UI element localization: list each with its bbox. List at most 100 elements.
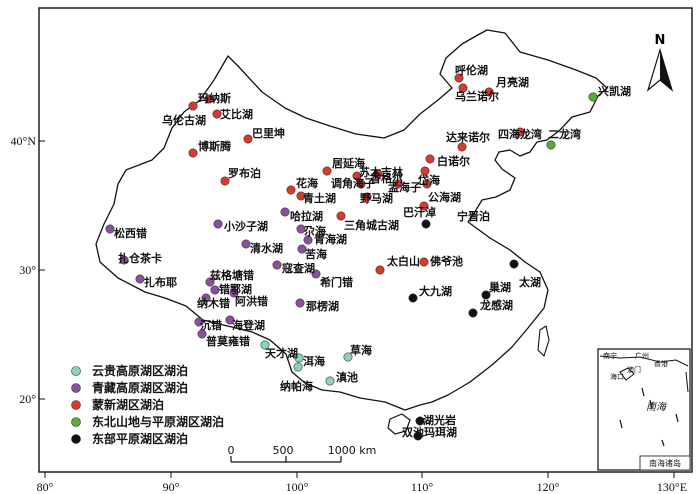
lake-label: 扎布耶 xyxy=(144,275,177,289)
legend-marker xyxy=(71,434,81,444)
lake-label: 青土湖 xyxy=(303,191,336,205)
lake-label: 湖光岩 xyxy=(423,413,456,427)
taiwan-island xyxy=(537,325,550,358)
lake-marker xyxy=(303,235,313,245)
south-china-sea-inset xyxy=(597,348,691,471)
lake-marker xyxy=(229,288,239,298)
lake-marker xyxy=(188,101,198,111)
scale-bar xyxy=(230,456,342,463)
x-axis xyxy=(44,472,675,478)
lake-marker xyxy=(413,431,423,441)
lake-marker xyxy=(296,224,306,234)
lake-label: 希门错 xyxy=(319,275,353,289)
inset-sea-label: 南海 xyxy=(646,401,668,413)
lake-label: 哈拉湖 xyxy=(290,209,323,223)
lake-label: 纳帕海 xyxy=(280,379,313,393)
lake-label: 佛爷池 xyxy=(429,254,463,268)
lake-marker xyxy=(481,290,491,300)
lake-label: 乌兰诺尔 xyxy=(455,89,499,103)
inset-place-label: 澳门 xyxy=(627,365,641,374)
legend-label: 蒙新湖区湖泊 xyxy=(92,397,164,412)
lake-label: 太湖 xyxy=(518,275,541,289)
lake-label: 阿洪错 xyxy=(235,294,268,308)
lake-marker xyxy=(119,255,129,265)
lake-label: 清水湖 xyxy=(250,241,283,255)
lake-marker xyxy=(296,191,306,201)
lake-marker xyxy=(297,244,307,254)
inset-place-label: 海口 xyxy=(610,372,624,381)
lake-marker xyxy=(362,192,372,202)
x-tick-label: 80° xyxy=(37,480,54,494)
lake-label: 二龙湾 xyxy=(548,127,581,141)
lake-marker xyxy=(201,293,211,303)
lake-marker xyxy=(204,94,214,104)
north-arrow-icon xyxy=(646,47,674,92)
lake-marker xyxy=(373,169,383,179)
lake-marker xyxy=(280,207,290,217)
legend: 云贵高原湖区湖泊青藏高原湖区湖泊蒙新湖区湖泊东北山地与平原湖区湖泊东部平原湖区湖… xyxy=(71,363,224,446)
lake-marker xyxy=(105,224,115,234)
legend-label: 云贵高原湖区湖泊 xyxy=(92,363,188,378)
legend-marker xyxy=(71,366,81,376)
lake-label: 大九湖 xyxy=(419,284,452,298)
lake-marker xyxy=(325,376,335,386)
lake-marker xyxy=(293,362,303,372)
map-frame xyxy=(38,7,693,473)
x-tick-label: 110° xyxy=(411,480,434,494)
lake-label: 达来诺尔 xyxy=(446,130,490,144)
legend-marker xyxy=(71,417,81,427)
lake-label: 乌伦古湖 xyxy=(162,113,206,127)
lake-label: 青海湖 xyxy=(314,232,347,246)
lake-marker xyxy=(484,87,494,97)
lake-label: 居延海 xyxy=(332,156,365,170)
legend-label: 青藏高原湖区湖泊 xyxy=(92,380,188,395)
lake-label: 玛纳斯 xyxy=(198,91,231,105)
lake-label: 岱海 xyxy=(417,173,440,187)
lake-label: 呼伦湖 xyxy=(455,63,488,77)
lake-marker xyxy=(425,154,435,164)
legend-marker xyxy=(71,383,81,393)
lake-label: 苦海 xyxy=(305,247,327,261)
inset-caption: 南海诸岛 xyxy=(649,458,681,468)
lake-label: 海登湖 xyxy=(232,318,265,332)
lake-label: 扎仓茶卡 xyxy=(118,251,162,265)
lake-label: 沉错 xyxy=(200,318,222,332)
lake-marker xyxy=(352,171,362,181)
lake-label: 兴凯湖 xyxy=(598,84,631,98)
lake-label: 龙感湖 xyxy=(479,298,513,312)
lake-marker xyxy=(457,142,467,152)
lake-label: 白诺尔 xyxy=(437,154,470,168)
legend-label: 东部平原湖区湖泊 xyxy=(92,431,188,446)
lake-marker xyxy=(375,265,385,275)
lake-label: 巴汗淖 xyxy=(403,205,436,219)
lake-marker xyxy=(294,353,304,363)
scale-tick-label: 0 xyxy=(228,444,235,457)
lake-label: 博斯腾 xyxy=(198,139,232,153)
lake-marker xyxy=(546,140,556,150)
lake-marker xyxy=(343,352,353,362)
scale-tick-label: 1000 km xyxy=(328,444,377,457)
lake-label: 罗布泊 xyxy=(228,166,261,180)
lake-marker xyxy=(468,308,478,318)
lake-label: 寇查湖 xyxy=(281,261,315,275)
scale-tick-label: 500 xyxy=(273,444,294,457)
lake-marker xyxy=(205,277,215,287)
lake-label: 巴里坤 xyxy=(252,126,285,140)
north-label: N xyxy=(655,33,666,48)
lake-marker xyxy=(422,179,432,189)
lake-marker xyxy=(454,73,464,83)
lake-marker xyxy=(356,179,366,189)
lake-marker xyxy=(272,260,282,270)
lake-label: 双池玛珥湖 xyxy=(402,425,457,439)
lake-marker xyxy=(415,416,425,426)
lake-label: 月亮湖 xyxy=(495,75,529,89)
lake-marker xyxy=(419,201,429,211)
lake-marker xyxy=(420,166,430,176)
lake-marker xyxy=(322,166,332,176)
lake-marker xyxy=(393,179,403,189)
lake-marker xyxy=(286,185,296,195)
lake-marker xyxy=(210,285,220,295)
lake-label: 错鄂湖 xyxy=(219,282,252,296)
